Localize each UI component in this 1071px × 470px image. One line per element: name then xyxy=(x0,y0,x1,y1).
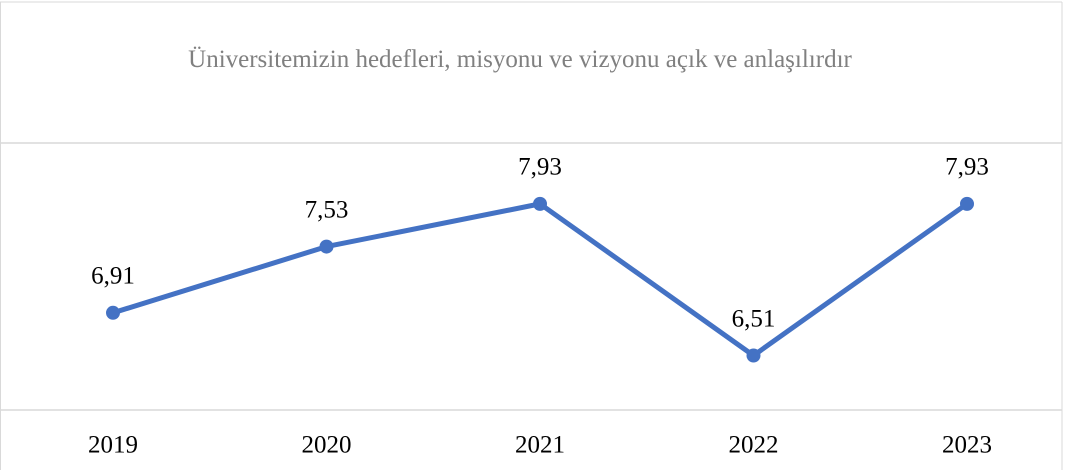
x-tick-label: 2023 xyxy=(942,432,992,459)
x-tick-label: 2020 xyxy=(302,432,352,459)
marker xyxy=(960,196,974,211)
chart-title: Üniversitemizin hedefleri, misyonu ve vi… xyxy=(188,46,852,73)
data-label: 6,51 xyxy=(732,305,776,332)
data-label: 7,93 xyxy=(518,154,562,181)
marker xyxy=(746,348,761,363)
line xyxy=(112,201,969,359)
marker xyxy=(533,196,547,211)
data-label: 7,93 xyxy=(945,154,989,181)
x-tick-label: 2021 xyxy=(515,432,565,459)
data-label: 7,53 xyxy=(305,196,349,223)
x-tick-label: 2019 xyxy=(88,432,138,459)
marker xyxy=(319,239,334,254)
marker xyxy=(106,305,120,320)
x-tick-label: 2022 xyxy=(729,432,779,459)
data-label: 6,91 xyxy=(91,263,135,290)
